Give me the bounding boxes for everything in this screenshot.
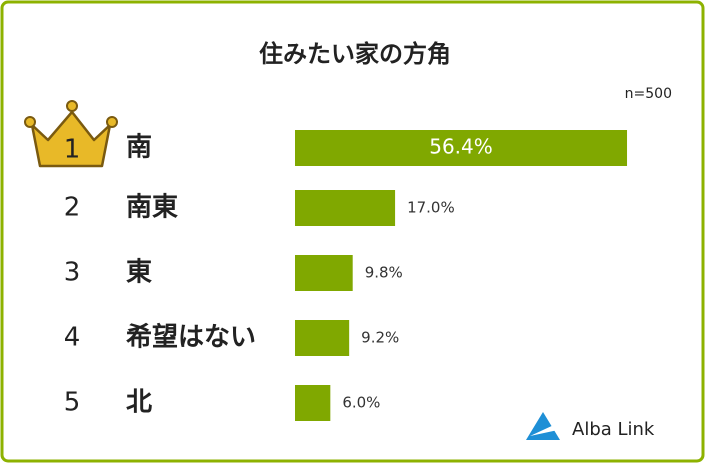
bar [295,130,628,166]
value-label: 56.4% [429,135,493,159]
bar [295,320,350,356]
category-label: 北 [126,388,152,418]
chart-title: 住みたい家の方角 [259,40,451,68]
sample-size: n=500 [625,86,672,102]
category-label: 東 [126,258,152,288]
bar [295,255,353,291]
rank: 4 [64,323,81,353]
logo: Alba Link [526,412,655,440]
crown [24,100,118,168]
brand-name: Alba Link [572,419,655,440]
rank: 5 [64,388,81,418]
rank: 3 [64,258,81,288]
value-label: 9.8% [365,264,403,282]
bar [295,385,331,421]
bar [295,190,396,226]
value-label: 6.0% [342,394,380,412]
category-label: 南 [126,133,152,163]
rank: 2 [64,193,81,223]
category-label: 南東 [126,193,178,223]
rank: 1 [64,135,81,165]
value-label: 17.0% [407,199,455,217]
value-label: 9.2% [361,329,399,347]
category-label: 希望はない [126,322,256,353]
